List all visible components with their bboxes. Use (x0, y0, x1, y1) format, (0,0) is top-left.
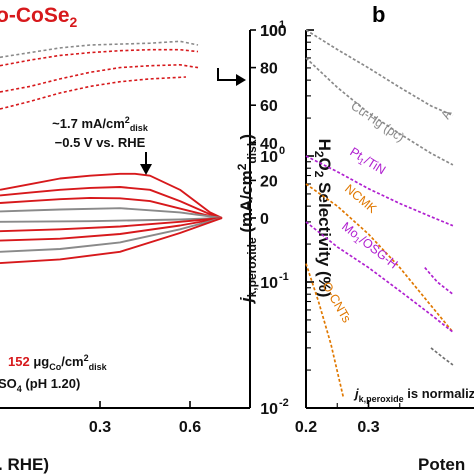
selectivity-curve-0 (0, 40, 199, 59)
a-right-tick-label-4: 80 (260, 61, 278, 78)
b-y-tick-label-1: 10 (260, 275, 278, 292)
ring-curve-3 (0, 207, 223, 219)
b-y-tick-exp-2: 0 (279, 145, 285, 157)
selectivity-curve-1 (0, 48, 199, 67)
a-right-tick-label-1: 20 (260, 173, 278, 190)
b-y-tick-label-3: 10 (260, 23, 278, 40)
a-right-tick-label-5: 100 (260, 23, 287, 40)
panel-b-y-axis-label: jk,peroxide (mA/cm2disk) (235, 134, 259, 304)
b-y-tick-exp-3: 1 (279, 19, 285, 31)
panel-a-title: o-CoSe2 (0, 4, 78, 30)
panel-a-right-axis-label: H2O2 Selectivity (%) (312, 139, 334, 298)
right-axis-arrow-shaft (217, 68, 238, 81)
b-series-4 (305, 221, 454, 333)
b-y-tick-label-0: 10 (260, 401, 278, 418)
a-right-tick-label-2: 40 (260, 136, 278, 153)
ring-curve-0 (0, 172, 223, 219)
a-right-tick-label-0: 0 (260, 211, 269, 228)
normalization-note: jk,peroxide is normaliz (353, 386, 474, 404)
a-right-tick-label-3: 60 (260, 98, 278, 115)
ring-curve-1 (0, 186, 223, 219)
label-cu-hg: Cu-Hg (pc) (348, 99, 407, 145)
panel-b-x-ticks: 0.2 0.3 (295, 400, 401, 436)
current-annotation-line2: −0.5 V vs. RHE (55, 135, 146, 150)
b-series-7 (430, 347, 454, 366)
selectivity-curve-3 (0, 76, 187, 110)
b-series-3 (305, 183, 454, 333)
b-y-tick-exp-0: -2 (279, 397, 289, 409)
ring-curve-2 (0, 196, 223, 219)
ring-curve-6 (0, 217, 223, 242)
b-series-2 (305, 155, 454, 227)
right-axis-arrow-head (236, 74, 246, 86)
b-series-6 (424, 267, 454, 295)
electrolyte-label: SO4 (pH 1.20) (0, 376, 80, 394)
b-series-1 (305, 57, 454, 166)
a-x-tick-label-0: 0.3 (89, 419, 111, 436)
label-o-cnts: O-CNTs (319, 280, 353, 325)
label-ncmk: NCMK (342, 182, 380, 217)
panel-a-axes (0, 30, 251, 409)
ring-curve-8 (0, 217, 223, 265)
panel-a-x-axis-label: . RHE) (0, 455, 49, 474)
panel-b-series (305, 29, 454, 399)
panel-a-selectivity-curves (0, 40, 199, 110)
loading-label: 152 μgCo/cm2disk (8, 353, 108, 372)
b-y-tick-label-2: 10 (260, 149, 278, 166)
panel-b-axes (305, 30, 474, 409)
current-annotation-line1: ~1.7 mA/cm2disk (52, 115, 149, 133)
ring-curve-5 (0, 217, 223, 233)
b-series-5 (305, 263, 345, 399)
a-x-tick-label-1: 0.6 (179, 419, 201, 436)
panel-a-x-ticks: 0.3 0.6 (89, 401, 201, 436)
label-mo-osg: Mo1/OSG-H (338, 219, 401, 273)
label-series-A: A (438, 107, 455, 122)
b-x-tick-label-0: 0.2 (295, 419, 317, 436)
panel-b-label: b (372, 2, 385, 27)
annotation-arrow-head (140, 164, 152, 175)
ring-curve-4 (0, 217, 223, 223)
panel-b-x-axis-label: Poten (418, 455, 465, 474)
ring-curve-7 (0, 217, 223, 253)
b-x-tick-label-1: 0.3 (357, 419, 379, 436)
b-series-0 (305, 29, 454, 117)
b-y-tick-exp-1: -1 (279, 271, 289, 283)
selectivity-curve-2 (0, 63, 199, 93)
label-pt-tin: Pt1/TiN (346, 145, 388, 179)
panel-a-ring-curves (0, 172, 223, 265)
